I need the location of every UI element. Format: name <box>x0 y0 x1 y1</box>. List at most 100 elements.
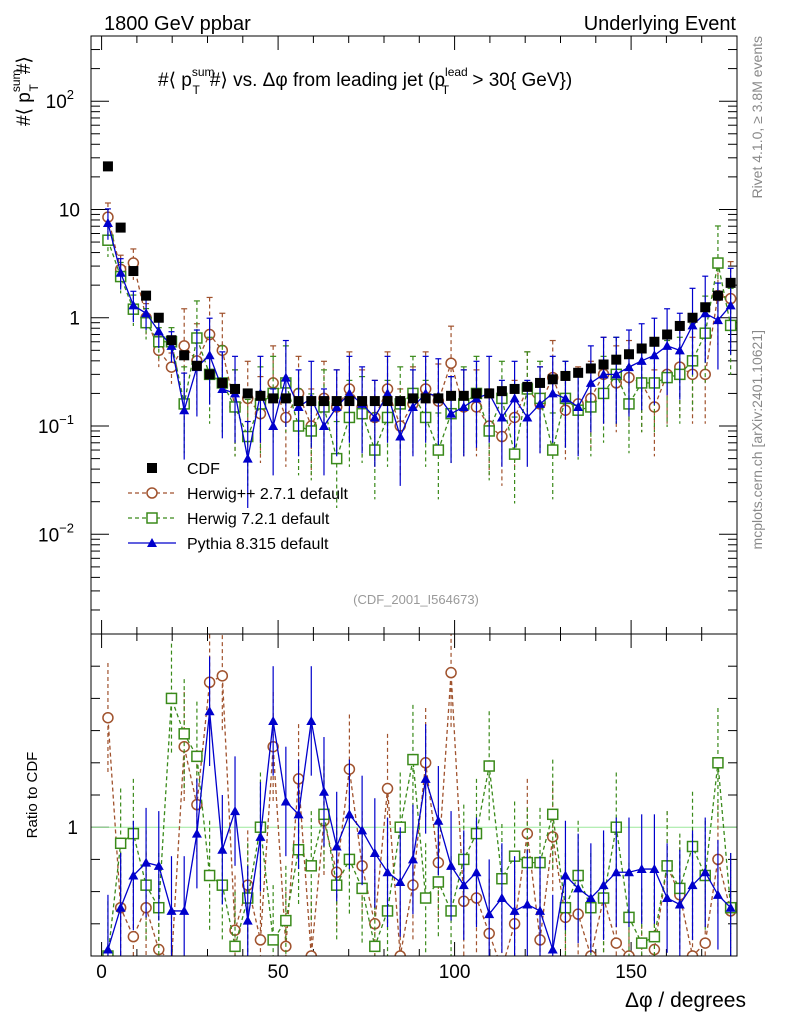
data-point <box>268 715 279 725</box>
data-point <box>687 320 698 330</box>
data-point <box>394 950 406 956</box>
ylabel-sup: sum <box>9 69 23 92</box>
data-point <box>522 899 533 909</box>
data-point <box>458 401 469 411</box>
data-point <box>471 388 482 399</box>
data-point <box>585 363 596 374</box>
legend-label: CDF <box>187 461 220 478</box>
data-point <box>102 217 113 227</box>
legend: CDF Herwig++ 2.7.1 default Herwig 7.2.1 de… <box>128 461 349 553</box>
data-point <box>357 396 368 407</box>
data-point <box>674 899 685 909</box>
data-point <box>217 377 228 388</box>
data-point <box>191 750 203 763</box>
data-point <box>331 841 342 851</box>
data-point <box>484 909 495 919</box>
data-point <box>712 257 724 269</box>
data-point <box>611 867 622 877</box>
data-point <box>230 806 241 816</box>
data-point <box>255 390 266 401</box>
data-point <box>166 340 177 350</box>
ylabel-a: #⟨ p <box>14 92 35 126</box>
data-point <box>395 431 406 441</box>
data-point <box>496 893 507 903</box>
data-point <box>242 915 253 925</box>
data-point <box>407 401 418 411</box>
data-point <box>700 308 711 318</box>
data-point <box>382 867 393 877</box>
x-axis-label: Δφ / degrees <box>625 989 746 1012</box>
data-point <box>649 336 660 347</box>
data-point <box>242 453 253 463</box>
data-point <box>331 396 342 407</box>
data-point <box>420 773 431 783</box>
data-point <box>318 396 329 407</box>
data-point <box>546 808 559 821</box>
series-line <box>107 216 731 438</box>
ylabel-sub: T <box>27 84 41 92</box>
data-point <box>166 905 177 915</box>
data-point <box>725 300 736 310</box>
data-point <box>305 860 318 872</box>
data-point <box>280 914 292 927</box>
legend-label: Herwig++ 2.7.1 default <box>187 486 349 503</box>
data-point <box>395 396 406 407</box>
data-point <box>725 902 736 912</box>
data-point <box>610 937 623 949</box>
data-point <box>128 300 139 310</box>
ylabel-b: #⟩ <box>14 56 35 74</box>
title-sup-1: sum <box>192 65 215 79</box>
data-point <box>623 950 635 956</box>
x-tick-label: 150 <box>615 962 647 983</box>
data-point <box>102 161 113 172</box>
header-left: 1800 GeV ppbar <box>104 13 251 35</box>
data-point <box>306 715 317 725</box>
y-tick-label: 10 <box>59 200 80 221</box>
series-cdf <box>102 161 736 407</box>
data-point <box>318 421 329 431</box>
data-point <box>166 957 176 967</box>
title-part-2: #⟩ vs. Δφ from leading jet (p <box>210 70 445 91</box>
data-point <box>268 393 279 404</box>
data-point <box>636 864 647 874</box>
data-point <box>179 905 190 915</box>
data-point <box>687 880 698 890</box>
data-point <box>623 362 634 372</box>
y-tick-label: 1 <box>69 309 80 330</box>
data-point <box>146 487 158 499</box>
data-point <box>242 388 253 399</box>
data-point <box>445 357 457 369</box>
data-point <box>573 401 584 411</box>
data-point <box>293 396 304 407</box>
data-point <box>217 383 228 393</box>
title-part-3: > 30{ GeV}) <box>467 70 572 91</box>
data-point <box>204 350 215 360</box>
data-point <box>141 290 152 301</box>
data-point <box>446 860 457 870</box>
data-point <box>636 355 647 365</box>
data-point <box>648 930 661 943</box>
data-point <box>483 760 495 772</box>
data-point <box>662 893 673 903</box>
data-point <box>318 786 329 796</box>
data-point <box>535 905 546 915</box>
data-point <box>407 393 418 404</box>
data-point <box>508 448 521 460</box>
x-tick-label: 50 <box>268 962 289 983</box>
data-point <box>230 383 241 394</box>
data-point <box>115 222 126 233</box>
title-sup-2: lead <box>445 65 468 79</box>
data-point <box>598 880 609 890</box>
data-point <box>496 386 507 397</box>
analysis-tag: (CDF_2001_I564673) <box>353 592 479 607</box>
data-point <box>699 937 711 949</box>
data-point <box>267 934 279 946</box>
legend-label: Herwig 7.2.1 default <box>187 511 330 528</box>
data-point <box>204 369 215 380</box>
data-point <box>166 335 177 346</box>
x-tick-label: 100 <box>439 962 471 983</box>
data-point <box>522 412 533 422</box>
data-point <box>114 837 127 850</box>
data-point <box>179 405 190 415</box>
